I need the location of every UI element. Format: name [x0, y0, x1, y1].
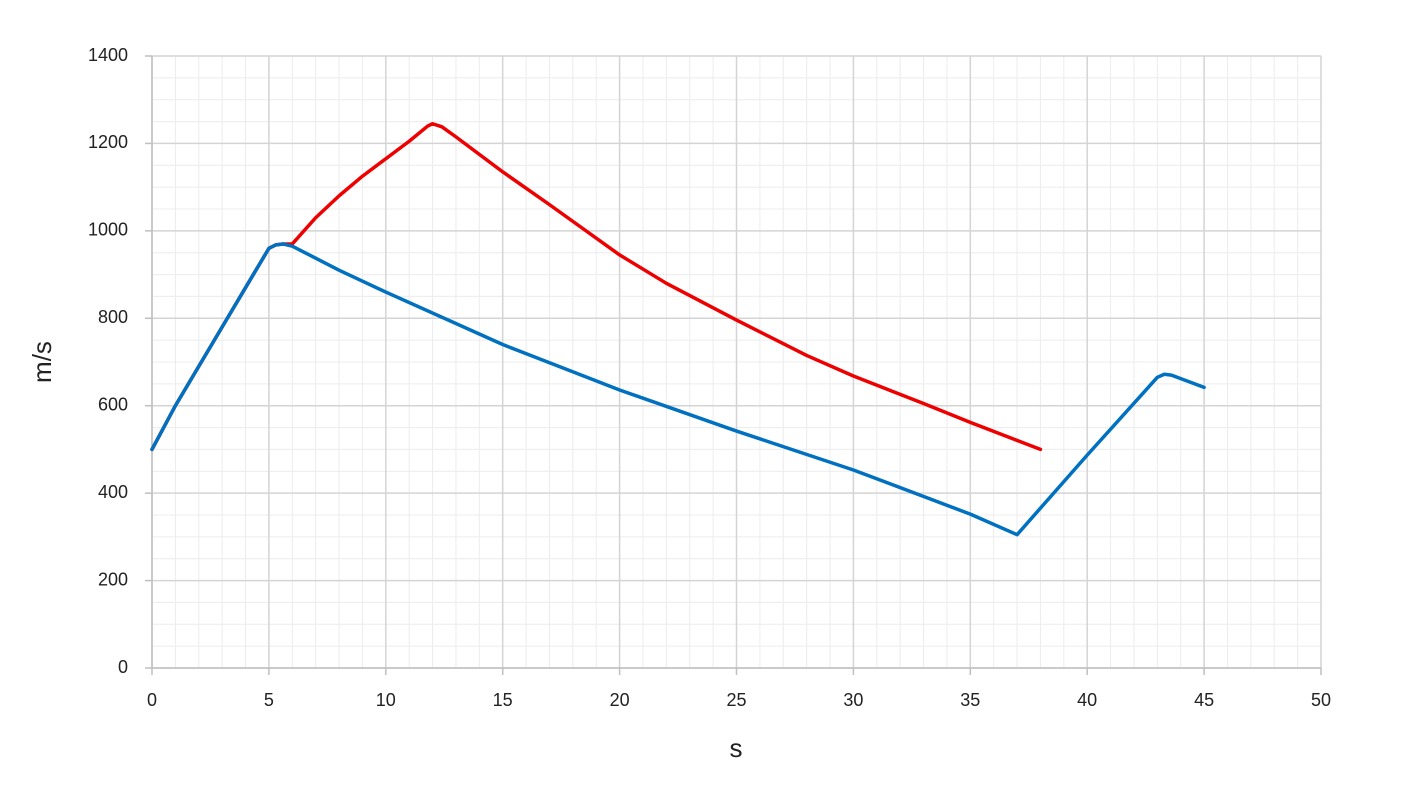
x-tick-label: 5: [264, 690, 274, 710]
y-axis-title: m/s: [27, 341, 57, 383]
x-tick-label: 0: [147, 690, 157, 710]
x-tick-label: 15: [493, 690, 513, 710]
x-tick-label: 10: [376, 690, 396, 710]
y-tick-label: 0: [118, 657, 128, 677]
y-tick-label: 400: [98, 482, 128, 502]
x-tick-label: 30: [843, 690, 863, 710]
y-tick-label: 200: [98, 569, 128, 589]
y-tick-label: 1200: [88, 132, 128, 152]
y-tick-label: 1000: [88, 220, 128, 240]
x-tick-label: 20: [610, 690, 630, 710]
x-tick-label: 45: [1194, 690, 1214, 710]
x-tick-label: 35: [960, 690, 980, 710]
y-tick-label: 800: [98, 307, 128, 327]
y-tick-label: 1400: [88, 45, 128, 65]
x-tick-label: 25: [726, 690, 746, 710]
x-tick-label: 40: [1077, 690, 1097, 710]
y-tick-label: 600: [98, 394, 128, 414]
data-line: [150, 242, 1206, 537]
x-tick-label: 50: [1311, 690, 1331, 710]
x-axis-title: s: [730, 733, 743, 763]
